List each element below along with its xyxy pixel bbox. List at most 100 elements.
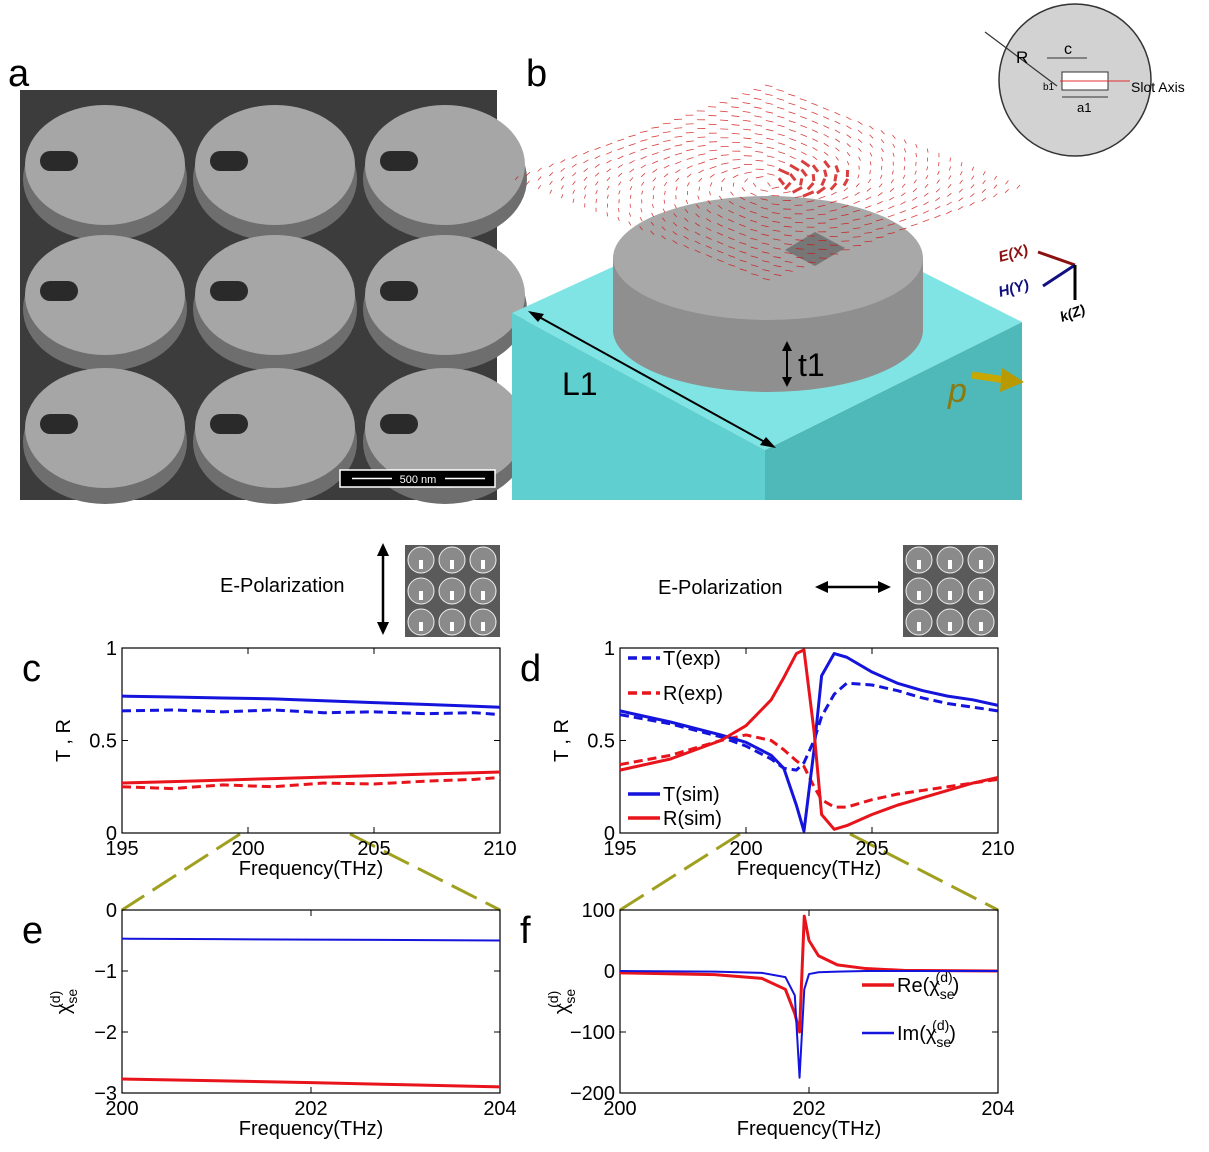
text-part: se xyxy=(562,989,578,1004)
field-arrow xyxy=(665,191,666,195)
field-arrow xyxy=(595,164,600,167)
field-arrow xyxy=(750,193,756,196)
field-arrow xyxy=(698,196,699,200)
field-arrow xyxy=(819,196,826,198)
disk-top xyxy=(613,196,923,320)
x-tick-label: 202 xyxy=(294,1098,327,1120)
x-axis-label: Frequency(THz) xyxy=(239,1118,383,1140)
legend-label: Im(χse(d)) xyxy=(897,1017,956,1050)
dipole-arrow xyxy=(972,375,1005,380)
field-arrow xyxy=(629,135,636,137)
legend-label: T(sim) xyxy=(663,784,720,806)
field-arrow xyxy=(936,189,940,193)
panel-label: b xyxy=(526,53,547,95)
field-arrow xyxy=(904,148,905,152)
field-arrow xyxy=(924,193,928,196)
field-arrow xyxy=(813,165,818,172)
field-arrow xyxy=(664,200,665,204)
field-arrow xyxy=(858,148,861,152)
field-arrow xyxy=(606,143,612,145)
field-arrow xyxy=(882,157,883,161)
field-arrow xyxy=(721,163,728,164)
field-arrow xyxy=(916,144,918,148)
disk-slot xyxy=(40,281,78,301)
field-arrow xyxy=(926,175,928,179)
panel-label: d xyxy=(520,648,541,690)
dipole-label: p xyxy=(947,372,967,410)
field-arrow xyxy=(754,89,761,90)
field-arrow xyxy=(760,190,767,192)
field-arrow xyxy=(927,149,928,153)
field-arrow xyxy=(801,143,807,146)
disk-slot xyxy=(40,414,78,434)
thumbnail-slot xyxy=(419,622,423,631)
field-arrow xyxy=(572,173,576,177)
field-arrow xyxy=(686,132,694,133)
dimension-label: t1 xyxy=(798,347,825,383)
field-arrow xyxy=(983,180,986,184)
field-arrow xyxy=(630,195,631,199)
disk-slot xyxy=(380,281,418,301)
thumbnail-slot xyxy=(419,591,423,600)
field-arrow xyxy=(802,170,807,177)
field-arrow xyxy=(584,186,586,190)
axis-label: k(Z) xyxy=(1058,301,1088,325)
field-arrow xyxy=(595,181,598,185)
field-arrow xyxy=(710,158,717,159)
field-arrow xyxy=(641,182,644,186)
field-arrow xyxy=(675,170,680,173)
field-arrow xyxy=(731,107,739,108)
field-arrow xyxy=(560,160,565,163)
field-arrow xyxy=(550,181,553,185)
field-arrow xyxy=(888,206,894,209)
field-arrow xyxy=(904,140,906,144)
field-arrow xyxy=(835,121,840,124)
field-arrow xyxy=(595,147,601,150)
disk-slot xyxy=(380,151,418,171)
field-arrow xyxy=(912,206,918,209)
field-arrow xyxy=(795,205,803,206)
inset-label: Slot Axis xyxy=(1131,79,1185,95)
field-arrow xyxy=(1017,185,1020,189)
field-arrow xyxy=(698,170,703,173)
field-arrow xyxy=(709,150,717,151)
field-arrow xyxy=(753,183,756,187)
field-arrow xyxy=(825,170,827,177)
field-arrow xyxy=(629,160,634,163)
field-arrow xyxy=(817,188,825,194)
field-arrow xyxy=(538,168,542,171)
y-tick-label: 100 xyxy=(582,900,615,922)
field-arrow xyxy=(733,183,734,187)
field-arrow xyxy=(869,126,873,129)
field-arrow xyxy=(865,206,871,208)
field-arrow xyxy=(916,153,917,157)
field-arrow xyxy=(858,175,859,179)
field-arrow xyxy=(970,193,974,196)
field-arrow xyxy=(687,174,691,177)
disk-slot xyxy=(210,414,248,434)
x-tick-label: 210 xyxy=(483,838,516,860)
field-arrow xyxy=(913,188,917,192)
text-part: (d) xyxy=(47,991,63,1008)
field-arrow xyxy=(596,190,598,194)
field-arrow xyxy=(842,197,848,200)
field-arrow xyxy=(756,177,763,178)
field-arrow xyxy=(819,258,827,259)
thumbnail-slot xyxy=(979,622,983,631)
field-arrow xyxy=(949,167,950,171)
field-arrow xyxy=(561,168,565,171)
disk-slot xyxy=(380,414,418,434)
field-arrow xyxy=(835,148,839,151)
field-arrow xyxy=(790,174,795,181)
field-arrow xyxy=(789,121,796,123)
axis-label: H(Y) xyxy=(997,276,1031,300)
field-arrow xyxy=(847,152,850,156)
field-arrow xyxy=(847,143,851,147)
series-line xyxy=(122,696,500,707)
field-arrow xyxy=(812,121,818,124)
field-arrow xyxy=(938,162,939,166)
field-arrow xyxy=(881,148,883,152)
series-line xyxy=(122,710,500,715)
field-arrow xyxy=(789,138,796,140)
field-arrow xyxy=(538,177,541,181)
